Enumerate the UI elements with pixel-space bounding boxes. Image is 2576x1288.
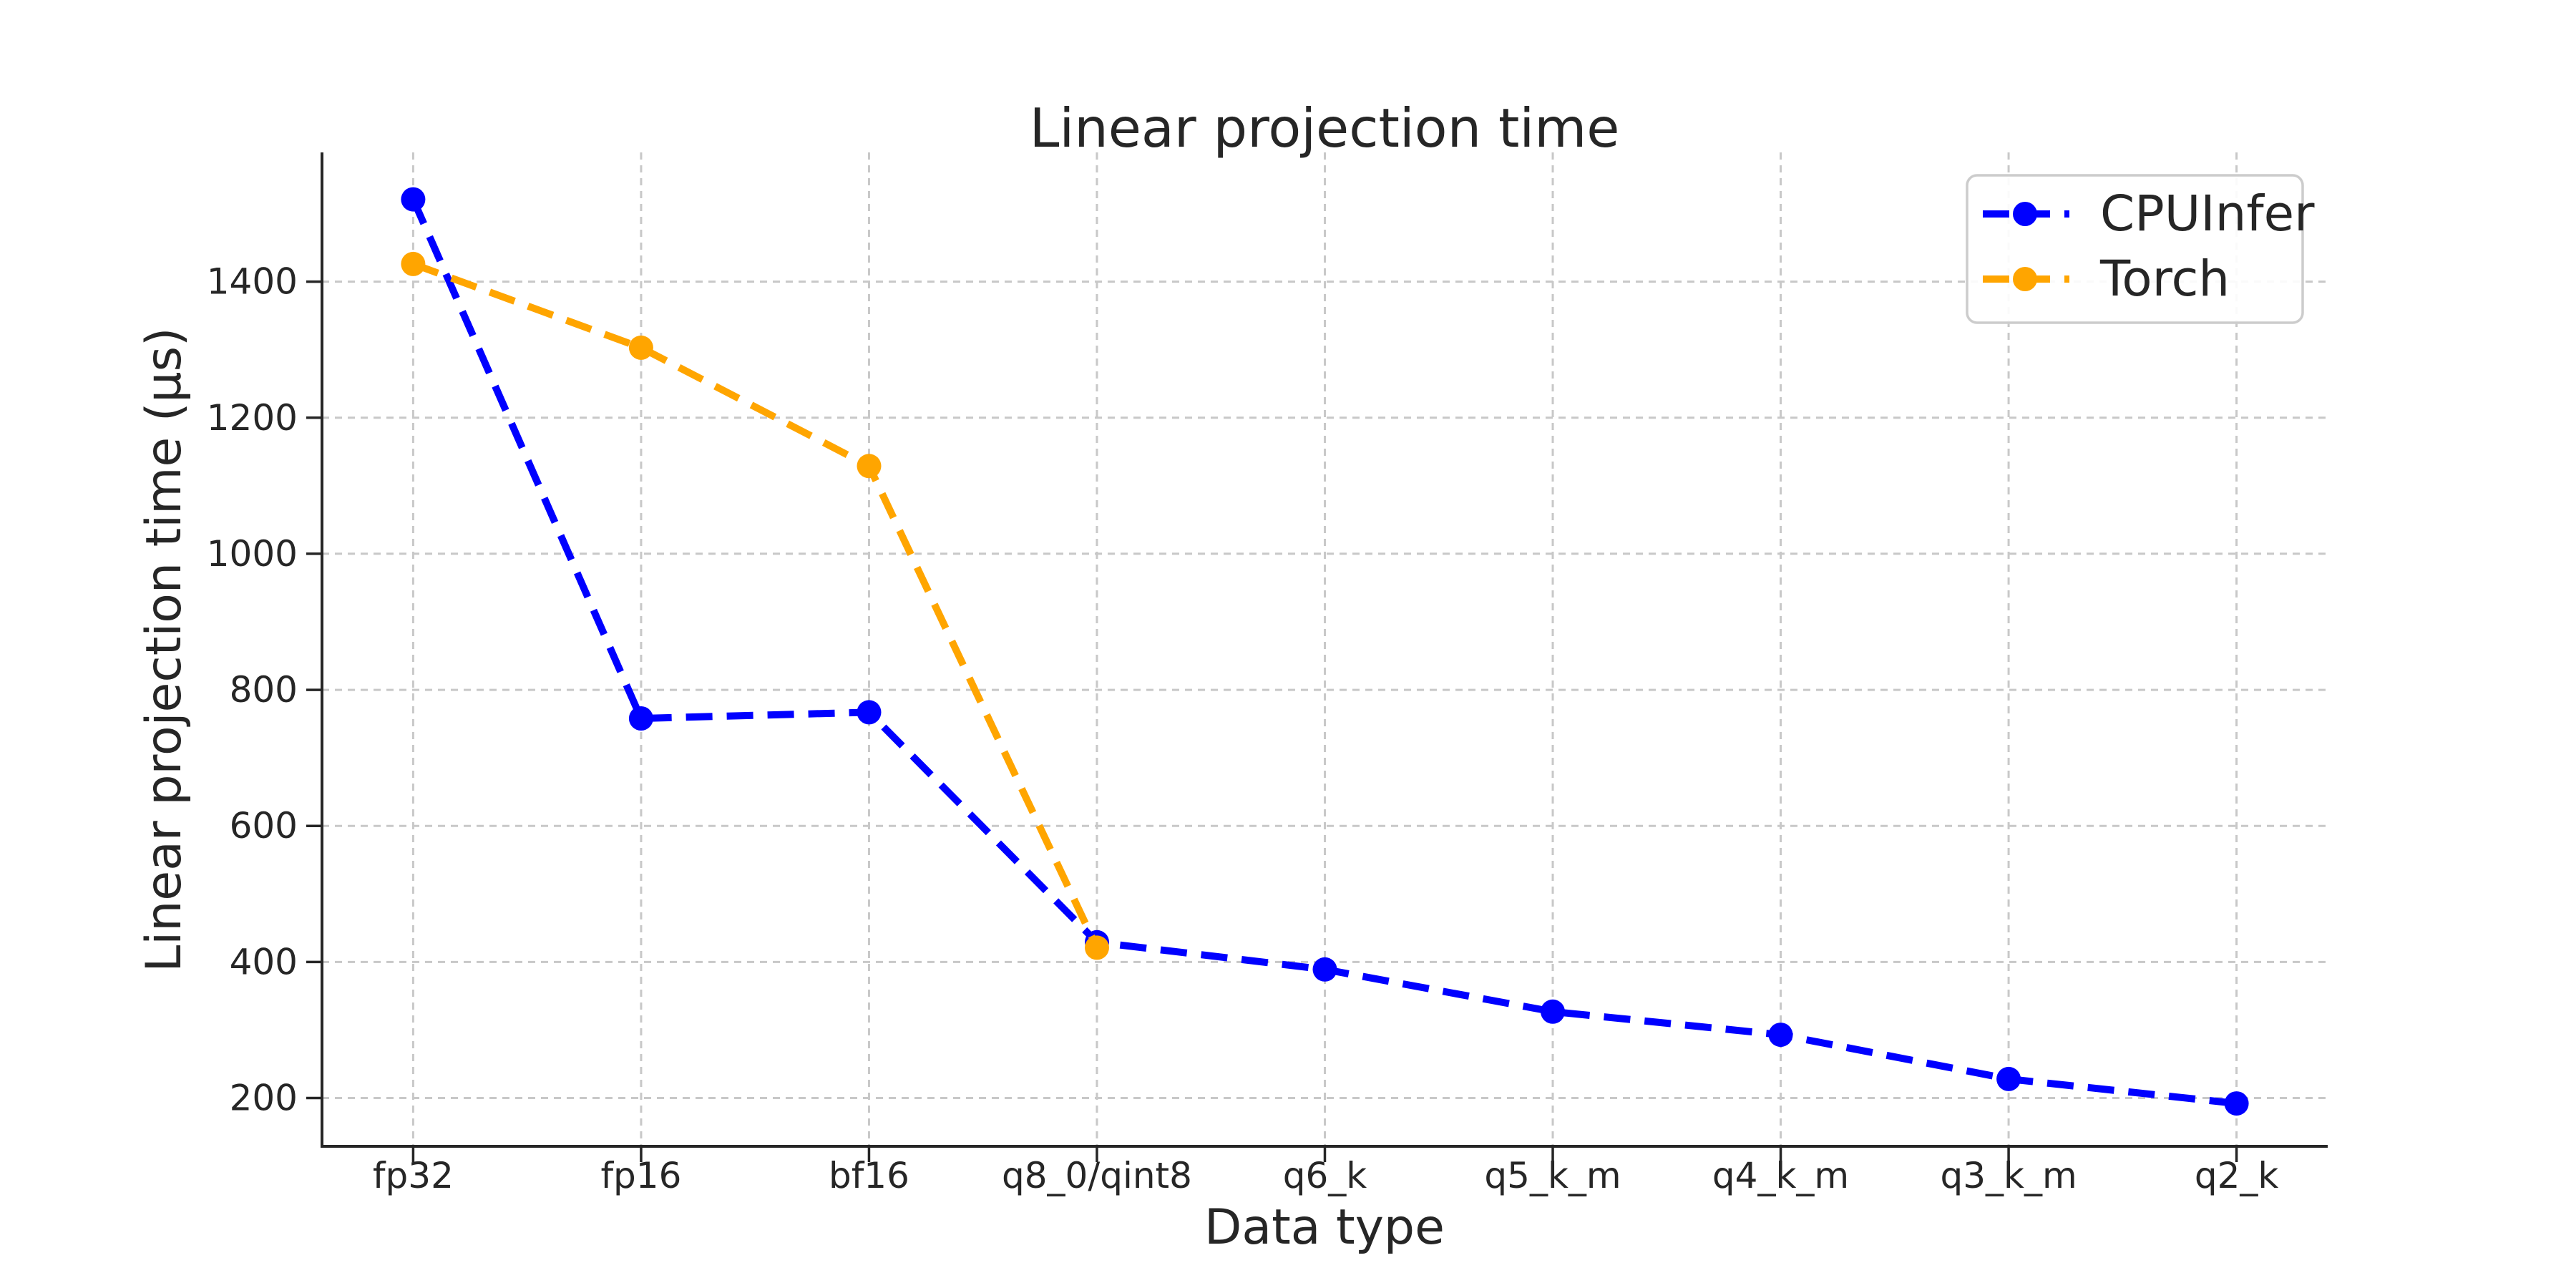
data-point-cpuinfer — [1541, 999, 1565, 1024]
axes: 200 400 600 800 1000 1200 1400 fp32 fp16 bf16 q8_0… — [207, 152, 2328, 1196]
data-point-cpuinfer — [1768, 1023, 1793, 1048]
y-tick-label: 200 — [230, 1077, 298, 1118]
data-point-cpuinfer — [2224, 1091, 2249, 1116]
legend-sample-marker-cpuinfer — [2013, 202, 2037, 226]
data-point-cpuinfer — [1996, 1066, 2021, 1091]
x-tick-label: q5_k_m — [1484, 1155, 1621, 1196]
y-tick-label: 1000 — [207, 533, 298, 575]
legend-samples — [1983, 202, 2069, 291]
legend-label-torch: Torch — [2099, 250, 2230, 308]
x-tick-label: fp32 — [373, 1155, 454, 1196]
y-tick-label: 400 — [230, 941, 298, 982]
legend-box — [1966, 174, 2304, 324]
data-point-torch — [401, 251, 426, 276]
x-tick-label: bf16 — [829, 1155, 909, 1196]
data-series — [401, 187, 2249, 1116]
data-point-cpuinfer — [628, 706, 653, 731]
series-line-torch — [411, 260, 1101, 950]
chart-title: Linear projection time — [1030, 97, 1620, 160]
y-tick-label: 1200 — [207, 397, 298, 439]
y-axis-label: Linear projection time (µs) — [136, 327, 192, 972]
data-point-torch — [1085, 935, 1109, 960]
data-point-cpuinfer — [401, 187, 426, 212]
data-point-cpuinfer — [857, 700, 882, 725]
x-tick-label: fp16 — [600, 1155, 681, 1196]
legend-label-cpuinfer: CPUInfer — [2100, 185, 2315, 243]
x-tick-label: q4_k_m — [1712, 1155, 1849, 1196]
legend-sample-marker-torch — [2013, 267, 2037, 291]
x-tick-label: q2_k — [2195, 1155, 2279, 1196]
y-tick-label: 800 — [230, 669, 298, 711]
data-point-cpuinfer — [1312, 957, 1337, 982]
y-tick-label: 600 — [230, 805, 298, 847]
x-tick-label: q8_0/qint8 — [1002, 1155, 1192, 1196]
x-axis-label: Data type — [1204, 1199, 1445, 1256]
x-tick-label: q6_k — [1283, 1155, 1367, 1196]
data-point-torch — [857, 454, 882, 479]
legend: CPUInfer Torch — [1966, 174, 2315, 324]
data-point-torch — [628, 335, 653, 360]
x-tick-label: q3_k_m — [1940, 1155, 2077, 1196]
y-tick-label: 1400 — [207, 261, 298, 303]
